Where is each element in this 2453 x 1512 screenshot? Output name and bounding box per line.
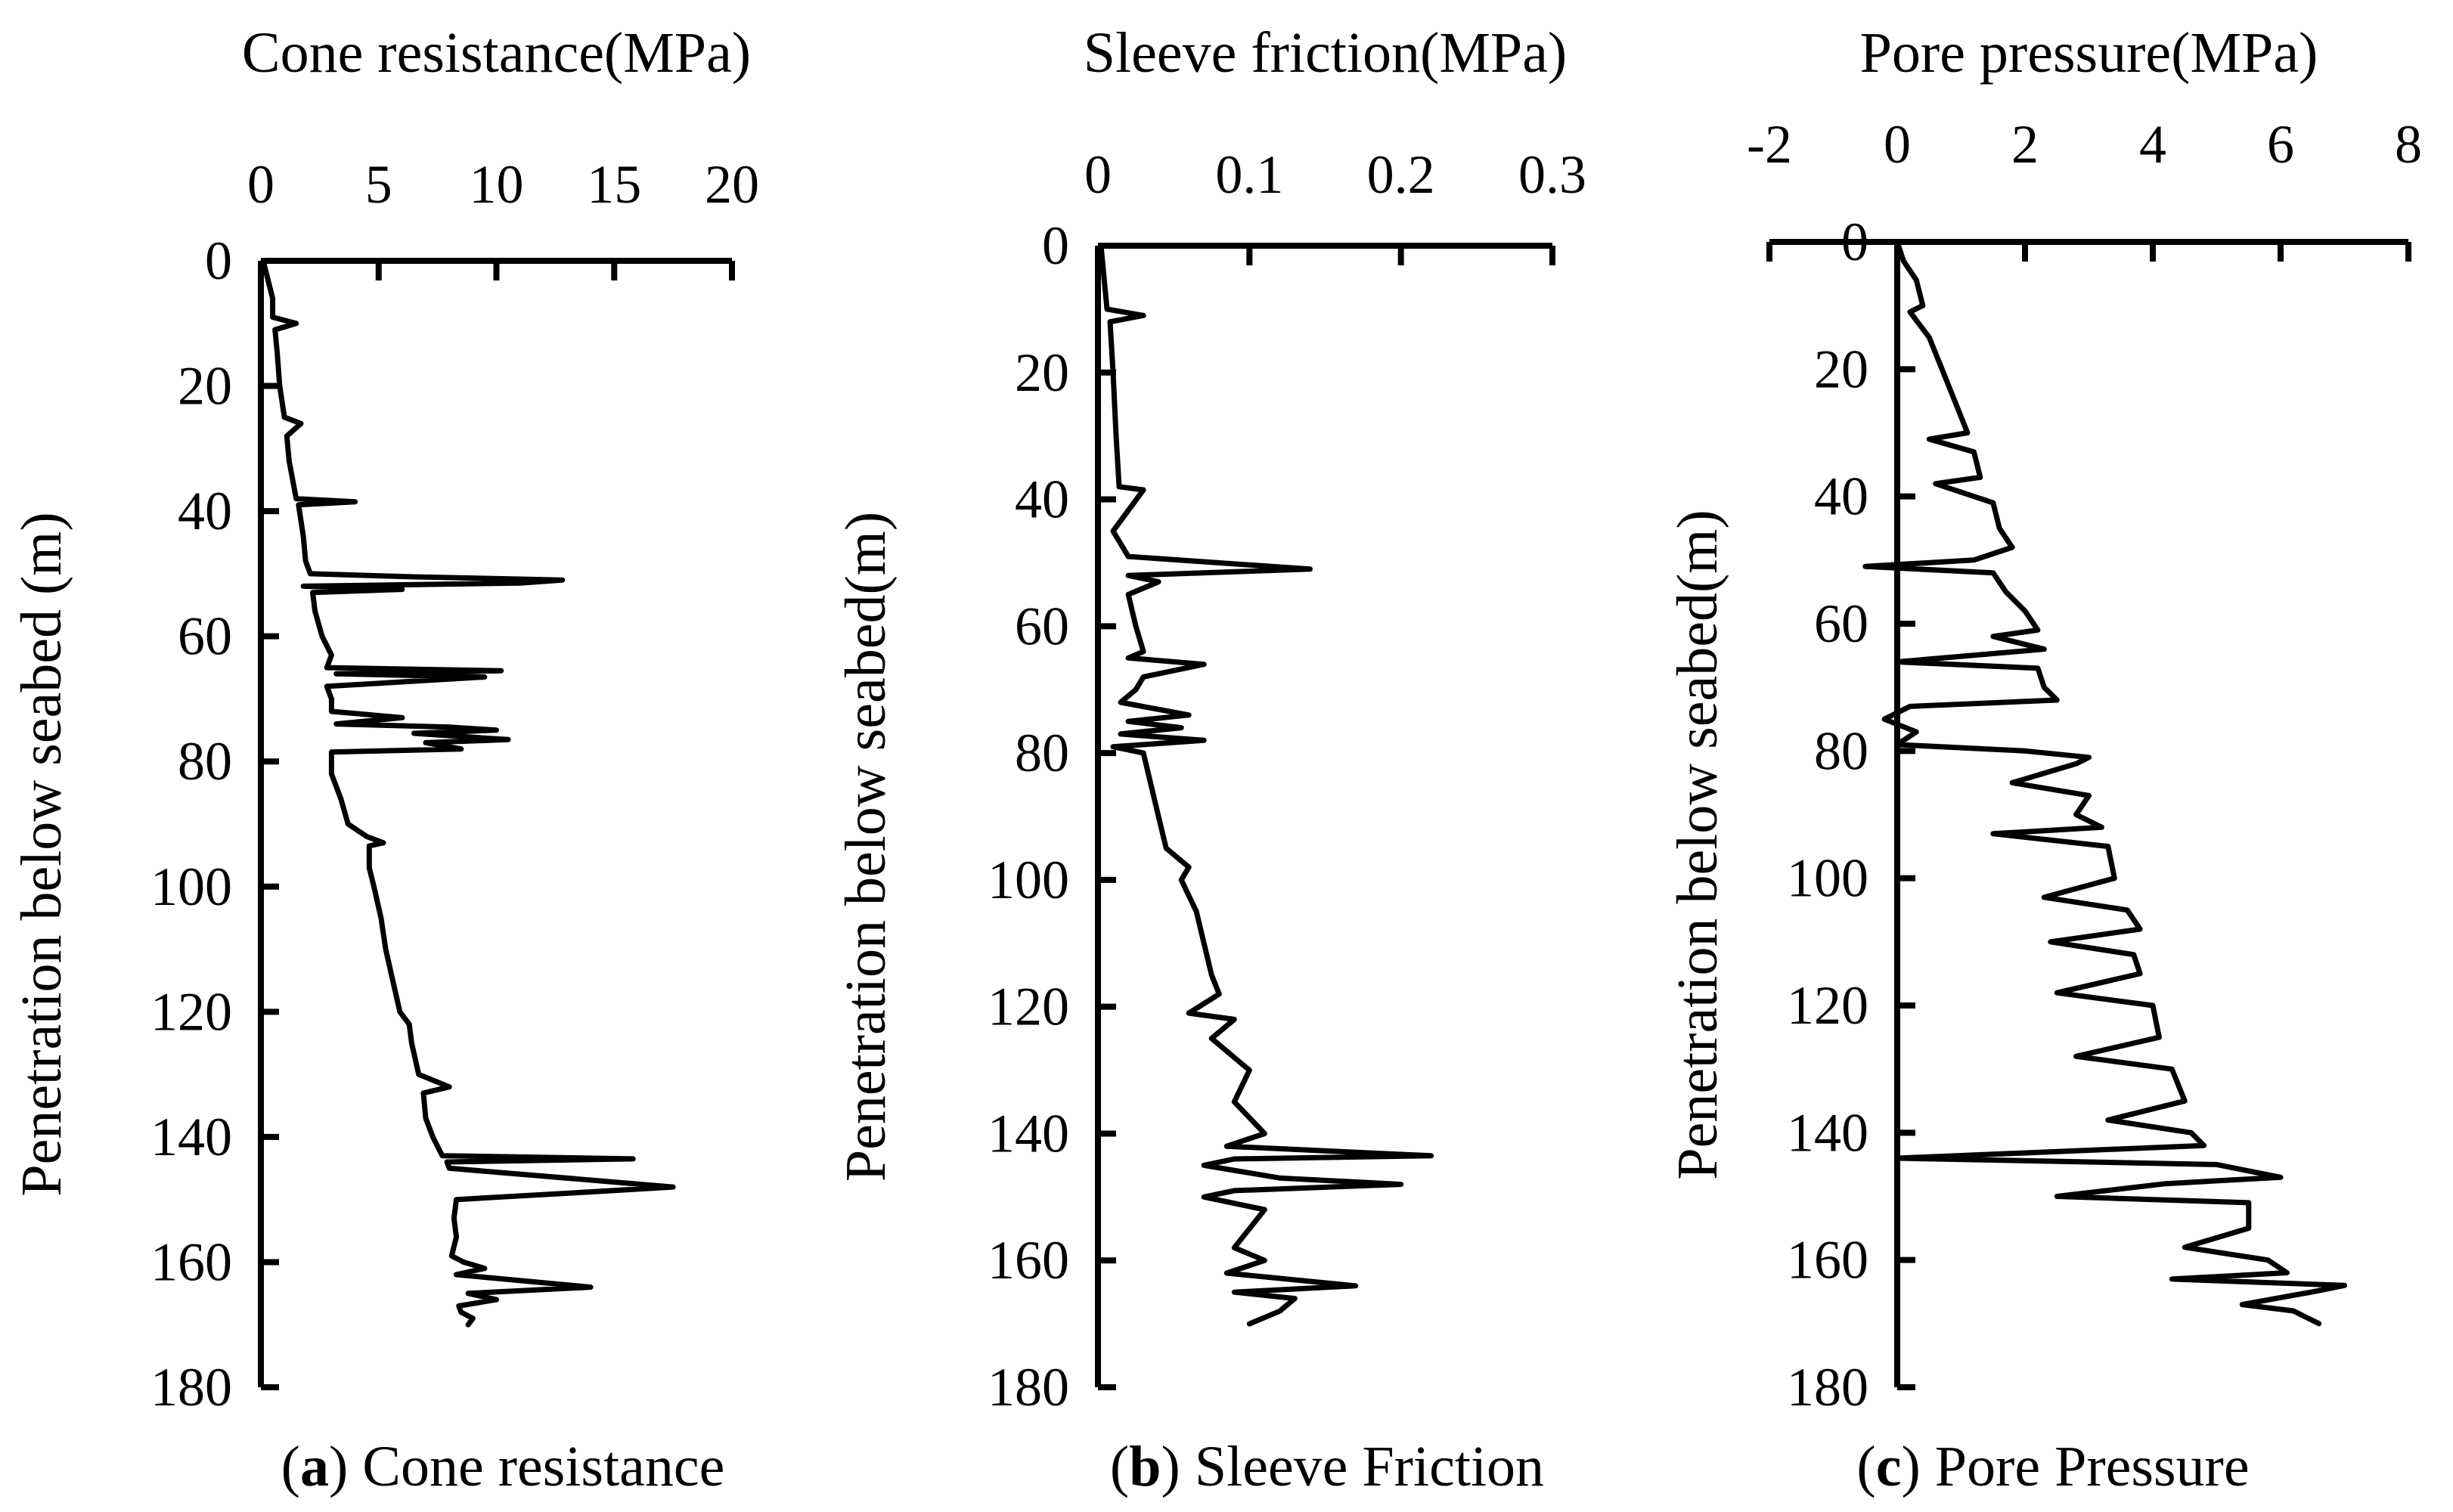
caption-text: ) Pore Pressure [1901,1435,2249,1498]
y-tick-label: 0 [1042,215,1069,276]
y-tick-label: 120 [1787,975,1868,1036]
y-tick-label: 100 [1787,848,1868,909]
x-tick-label: 0.3 [1518,144,1586,205]
y-tick-label: 80 [1814,720,1868,781]
y-tick-label: 20 [178,356,232,417]
caption-open: ( [1856,1435,1875,1498]
x-tick-label: 5 [365,154,392,215]
y-tick-label: 0 [1841,212,1868,272]
caption-text: ) Cone resistance [329,1435,724,1498]
x-tick-label: 0 [247,154,274,215]
y-tick-label: 160 [1787,1230,1868,1290]
panel-caption: (a) Cone resistance [281,1435,725,1498]
y-axis-title: Penetration below seabed (m) [10,512,73,1196]
x-tick-label: 0.1 [1215,144,1283,205]
caption-letter: a [300,1435,329,1498]
series-line-b [1098,243,1434,1327]
panel-c: Pore pressure(MPa)-2 0 2 4 6 8020406080100120… [1666,21,2422,1498]
y-tick-label: 20 [1814,339,1868,399]
y-tick-label: 160 [150,1232,232,1292]
x-axis-title: Sleeve friction(MPa) [1084,21,1567,85]
y-tick-label: 120 [150,981,232,1042]
y-tick-label: 80 [1015,723,1069,783]
x-tick-label: 8 [2395,114,2422,175]
x-tick-label: 15 [587,154,641,215]
panel-a: Cone resistance(MPa) 0 5 10 15 20 0 20 40 60 80 100… [10,21,759,1498]
x-tick-label: 0 [1084,144,1112,205]
y-tick-label: 140 [150,1107,232,1167]
x-axis-title: Cone resistance(MPa) [242,21,751,85]
y-axis-title: Penetration below seabed(m) [834,512,898,1182]
y-tick-label: 40 [1814,466,1868,527]
panel-b: Sleeve friction(MPa) 0 0.1 0.2 0.3 0 20 40 60 80 1… [834,21,1586,1498]
y-tick-label: 140 [988,1103,1069,1163]
panel-caption: (c) Pore Pressure [1856,1435,2249,1498]
y-tick-label: 20 [1015,342,1069,403]
x-tick-label: 10 [470,154,524,215]
y-axis-title: Penetration below seabed(m) [1666,510,1729,1179]
y-tick-label: 60 [1015,596,1069,656]
y-tick-label: 0 [205,231,232,291]
x-tick-label: 4 [2139,114,2166,175]
x-axis-title: Pore pressure(MPa) [1860,21,2318,85]
caption-text: ) Sleeve Friction [1161,1435,1545,1498]
x-tick-label: 0 [1884,114,1911,175]
x-tick-label: 0.2 [1367,144,1435,205]
series-line-a [260,258,676,1328]
caption-letter: c [1876,1435,1902,1498]
caption-open: ( [1110,1435,1129,1498]
x-tick-label: -2 [1747,114,1792,175]
y-tick-label: 160 [988,1230,1069,1290]
y-tick-label: 40 [178,481,232,541]
x-tick-label: 6 [2267,114,2294,175]
y-tick-label: 180 [150,1357,232,1418]
y-tick-label: 100 [150,857,232,917]
y-tick-label: 40 [1015,469,1069,530]
y-tick-label: 100 [988,850,1069,910]
series-line-c [1862,239,2347,1327]
y-tick-label: 180 [1787,1357,1868,1418]
y-tick-label: 60 [178,606,232,667]
caption-open: ( [281,1435,300,1498]
y-tick-label: 120 [988,977,1069,1037]
caption-letter: b [1129,1435,1161,1498]
x-tick-label: 20 [705,154,759,215]
y-tick-label: 140 [1787,1102,1868,1163]
y-tick-label: 80 [178,731,232,792]
x-tick-label: 2 [2011,114,2039,175]
y-tick-label: 60 [1814,593,1868,654]
y-tick-label: 180 [988,1357,1069,1418]
panel-caption: (b) Sleeve Friction [1110,1435,1544,1498]
